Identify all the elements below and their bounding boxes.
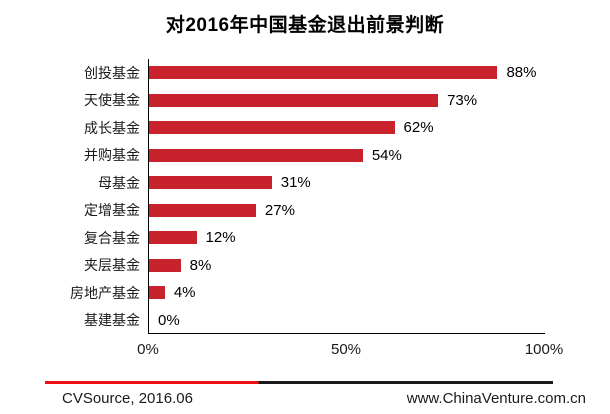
category-label: 房地产基金 (70, 284, 140, 301)
x-tick-0: 0% (137, 341, 159, 358)
chart-title: 对2016年中国基金退出前景判断 (165, 15, 445, 36)
x-tick-50: 50% (330, 341, 362, 358)
bar (149, 66, 498, 80)
bar-row: 62% (149, 114, 545, 142)
bar (149, 148, 363, 162)
bar (149, 176, 272, 190)
footer-source-text: CVSource, 2016.06 (62, 390, 193, 407)
bar-row: 4% (149, 279, 545, 307)
category-label: 并购基金 (84, 147, 140, 164)
plot-area: 88% 73% 62% 54% 31% 27% 12% 8% (148, 59, 545, 334)
footer-divider-rule (45, 381, 553, 384)
bar (149, 93, 439, 107)
category-label: 创投基金 (84, 64, 140, 81)
category-label: 天使基金 (84, 92, 140, 109)
bar (149, 286, 165, 300)
value-label: 73% (447, 91, 478, 109)
bar (149, 231, 197, 245)
category-label: 成长基金 (84, 119, 140, 136)
category-label: 母基金 (98, 174, 140, 191)
value-label: 31% (280, 174, 311, 192)
category-label: 复合基金 (84, 229, 140, 246)
value-label: 12% (205, 229, 236, 247)
value-label: 4% (173, 284, 196, 302)
bar (149, 121, 395, 135)
x-tick-100: 100% (524, 341, 564, 358)
value-label: 54% (371, 146, 402, 164)
category-label: 定增基金 (84, 202, 140, 219)
bar-row: 31% (149, 169, 545, 197)
category-axis: 创投基金 天使基金 成长基金 并购基金 母基金 定增基金 复合基金 夹层基金 房… (0, 59, 140, 334)
bar (149, 203, 256, 217)
bar-row: 0% (149, 307, 545, 335)
bar (149, 258, 181, 272)
category-label: 夹层基金 (84, 257, 140, 274)
value-label: 8% (189, 256, 212, 274)
bar-row: 88% (149, 59, 545, 87)
bar-row: 8% (149, 252, 545, 280)
value-label: 88% (506, 64, 537, 82)
category-label: 基建基金 (84, 312, 140, 329)
bar-row: 54% (149, 142, 545, 170)
bar-row: 73% (149, 87, 545, 115)
value-label: 62% (403, 119, 434, 137)
bar-row: 12% (149, 224, 545, 252)
value-label: 27% (264, 201, 295, 219)
x-axis: 0% 50% 100% (137, 341, 563, 361)
bar-row: 27% (149, 197, 545, 225)
footer-website-text: www.ChinaVenture.com.cn (406, 390, 586, 407)
value-label: 0% (158, 311, 180, 329)
